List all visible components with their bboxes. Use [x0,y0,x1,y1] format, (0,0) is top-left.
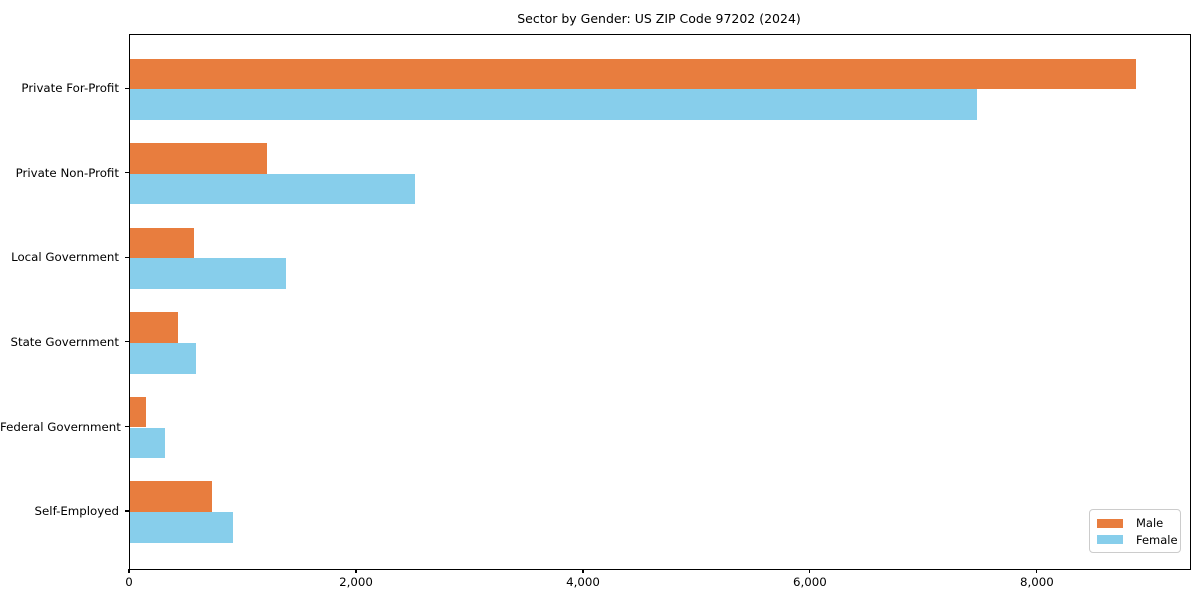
chart-title: Sector by Gender: US ZIP Code 97202 (202… [517,11,801,26]
y-tick-mark [124,172,129,174]
x-tick-mark [809,569,811,574]
bar-female-federal-government [130,427,166,459]
bar-female-private-non-profit [130,173,415,205]
y-tick-mark [124,87,129,89]
x-tick-label-2-000: 2,000 [339,575,373,589]
y-tick-label-private-non-profit: Private Non-Profit [15,165,119,180]
y-tick-label-state-government: State Government [10,334,119,349]
x-tick-mark [355,569,357,574]
y-tick-label-local-government: Local Government [11,250,119,265]
legend-entry-male: Male [1097,515,1173,531]
legend-swatch-male [1097,518,1123,528]
bar-female-self-employed [130,512,234,543]
y-tick-label-private-for-profit: Private For-Profit [21,81,119,96]
bar-female-state-government [130,342,196,374]
y-tick-label-self-employed: Self-Employed [34,504,119,519]
y-tick-mark [124,510,129,512]
plot-area [129,34,1191,570]
bar-male-private-non-profit [130,143,268,174]
bar-male-state-government [130,312,178,343]
x-tick-mark [582,569,584,574]
x-tick-label-0: 0 [125,575,133,589]
x-tick-label-6-000: 6,000 [793,575,827,589]
y-tick-mark [124,341,129,343]
legend: Male Female [1089,509,1181,553]
bar-male-self-employed [130,481,212,513]
x-tick-mark [128,569,130,574]
bar-female-private-for-profit [130,89,977,120]
x-tick-label-8-000: 8,000 [1020,575,1054,589]
y-tick-mark [124,256,129,258]
y-tick-mark [124,425,129,428]
bar-female-local-government [130,258,286,290]
legend-entry-female: Female [1097,532,1178,548]
bar-male-local-government [130,227,195,259]
legend-swatch-female [1097,535,1123,545]
x-tick-label-4-000: 4,000 [566,575,600,589]
bar-male-private-for-profit [130,58,1136,90]
legend-label-female: Female [1136,532,1178,547]
legend-label-male: Male [1136,516,1164,531]
bar-male-federal-government [130,396,146,428]
y-tick-label-federal-government: Federal Government [0,419,121,434]
x-tick-mark [1036,569,1038,574]
